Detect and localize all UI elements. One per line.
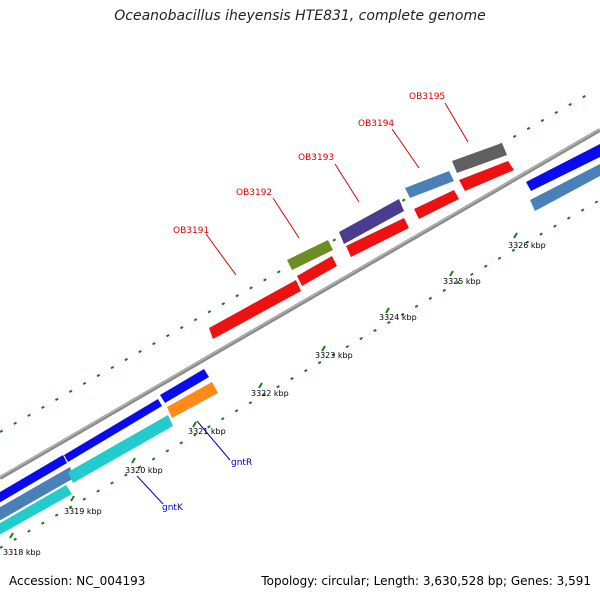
gene-arrow-OB3192 — [297, 256, 337, 286]
leader-gntR — [196, 420, 231, 461]
outer-tick-track — [0, 91, 593, 433]
gene-label-OB3193: OB3193 — [298, 153, 334, 163]
genome-backbone-highlight — [0, 128, 600, 478]
tick-label-3318: 3318 kbp — [3, 548, 41, 557]
accession-label: Accession: NC_004193 — [9, 574, 146, 588]
major-ticks — [9, 232, 518, 539]
tick-label-3320: 3320 kbp — [125, 466, 163, 475]
inner-minor-ticks — [0, 199, 600, 549]
leader-OB3191 — [205, 233, 237, 276]
major-tick — [9, 532, 14, 539]
gene-arrow-steelblue — [530, 164, 600, 211]
leader-OB3195 — [444, 102, 469, 143]
gene-box-OB3195 — [452, 143, 507, 173]
gene-arrow-blue — [0, 455, 67, 503]
gene-arrow-OB3195 — [459, 161, 514, 191]
gene-arrow-OB3193 — [346, 218, 409, 257]
gene-arrow-blue — [64, 399, 162, 462]
tick-label-3325: 3325 kbp — [443, 277, 481, 286]
gene-arrow-OB3191 — [209, 280, 301, 339]
genome-summary: Topology: circular; Length: 3,630,528 bp… — [261, 574, 591, 588]
gene-arrow-blue — [160, 369, 209, 403]
gene-arrow-gntR — [167, 382, 218, 418]
major-tick — [385, 307, 390, 314]
major-tick — [513, 232, 518, 239]
gene-label-OB3194: OB3194 — [358, 119, 394, 129]
major-tick — [449, 270, 454, 277]
gene-label-gntR: gntR — [231, 458, 252, 468]
gene-arrow-gntK — [68, 415, 173, 483]
gene-arrow-blue — [526, 144, 600, 191]
label-leaders — [205, 102, 469, 276]
label-leaders-blue — [136, 420, 231, 505]
tick-label-3323: 3323 kbp — [315, 351, 353, 360]
leader-gntK — [136, 475, 164, 505]
forward-genes — [0, 144, 600, 503]
gene-arrow-steelblue — [0, 467, 74, 521]
major-tick — [192, 421, 197, 428]
gene-box-OB3193 — [339, 199, 404, 244]
major-tick — [70, 495, 75, 502]
outer-minor-ticks — [0, 91, 593, 433]
gene-label-OB3195: OB3195 — [409, 92, 445, 102]
reverse-genes — [0, 143, 600, 535]
gene-arrow-cyan — [0, 485, 72, 535]
map-title: Oceanobacillus iheyensis HTE831, complet… — [114, 8, 486, 24]
genome-backbone — [0, 128, 600, 480]
tick-label-3324: 3324 kbp — [379, 313, 417, 322]
tick-label-3322: 3322 kbp — [251, 389, 289, 398]
inner-tick-track — [0, 199, 600, 549]
major-tick — [131, 457, 136, 464]
tick-label-3319: 3319 kbp — [64, 507, 102, 516]
leader-OB3193 — [334, 163, 360, 203]
tick-label-3321: 3321 kbp — [188, 427, 226, 436]
leader-OB3192 — [272, 197, 300, 239]
major-tick — [321, 345, 326, 352]
leader-OB3194 — [391, 128, 420, 169]
gene-box-OB3192 — [287, 240, 333, 270]
gene-arrow-OB3194 — [414, 190, 459, 219]
gene-label-OB3191: OB3191 — [173, 226, 209, 236]
gene-label-gntK: gntK — [162, 503, 184, 513]
gene-label-OB3192: OB3192 — [236, 188, 272, 198]
major-tick — [258, 382, 263, 389]
tick-label-3326: 3326 kbp — [508, 241, 546, 250]
gene-box-OB3194 — [405, 171, 454, 198]
